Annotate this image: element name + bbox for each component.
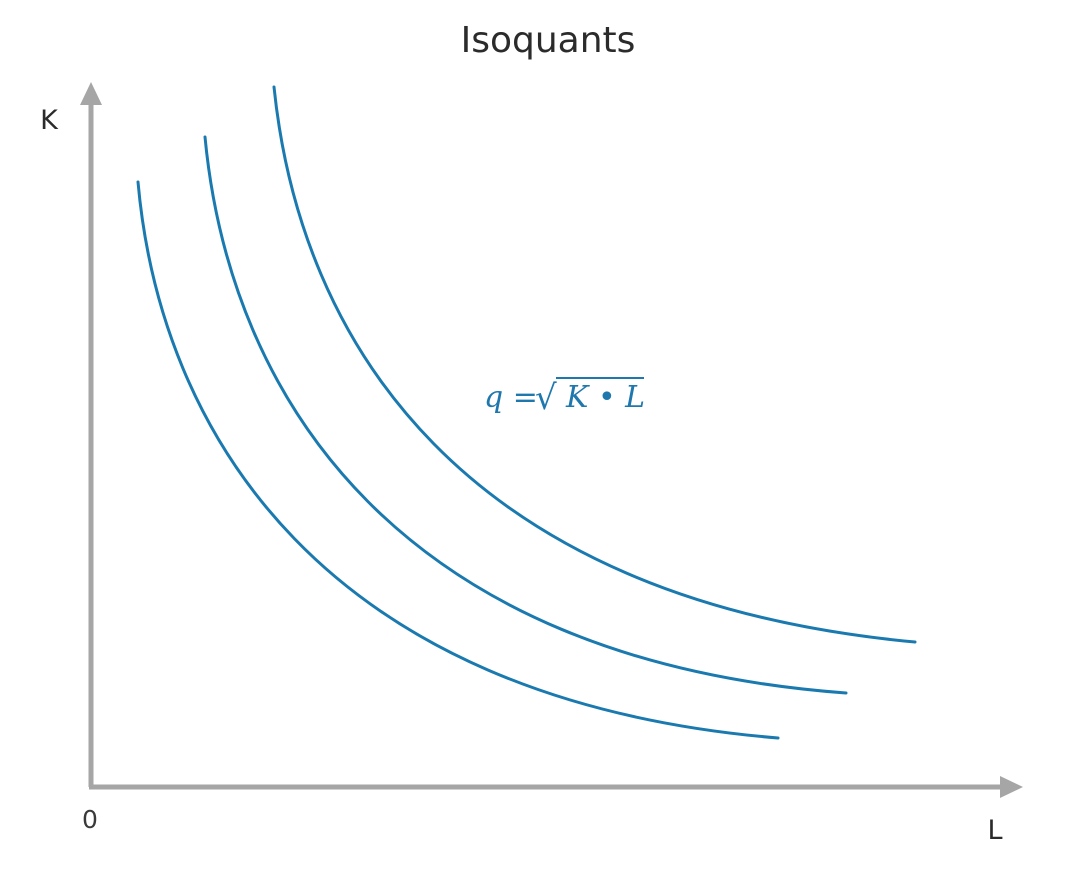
formula-radicand: K • L [565,380,645,415]
diagram-title: Isoquants [461,20,636,61]
y-axis-arrow-icon [80,82,102,105]
y-axis-label: K [40,105,59,136]
x-axis-arrow-icon [1000,776,1023,798]
radical-sign-icon: √ [535,378,557,418]
production-function-formula: q = √ K • L [484,378,645,418]
x-axis-label: L [987,815,1002,846]
isoquant-curve-3 [274,87,915,642]
isoquant-curve-1 [138,182,778,738]
origin-label: 0 [82,805,98,834]
